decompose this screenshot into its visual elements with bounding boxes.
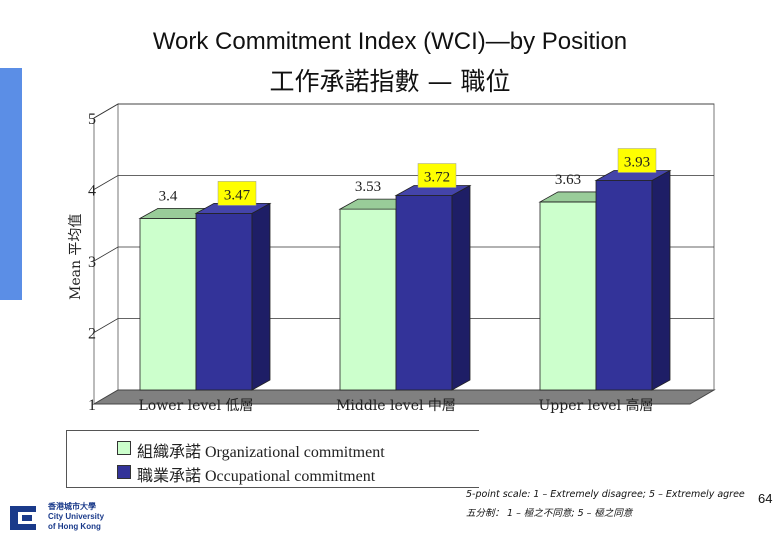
bar xyxy=(395,195,453,391)
bar xyxy=(139,217,197,391)
legend-swatch-organizational xyxy=(117,441,131,455)
data-label: 3.63 xyxy=(555,172,581,188)
legend-label-occupational: 職業承諾 Occupational commitment xyxy=(137,468,376,485)
gridline xyxy=(93,246,714,262)
legend-item-organizational: 組織承諾 Organizational commitment xyxy=(117,438,385,462)
university-name-line2: of Hong Kong xyxy=(48,522,101,531)
data-label: 3.72 xyxy=(424,170,450,186)
data-label: 3.93 xyxy=(624,155,650,171)
bar xyxy=(595,180,653,391)
university-logo: 香港城市大學 City University of Hong Kong xyxy=(6,500,136,538)
y-tick-label: 1 xyxy=(88,397,96,414)
gridline xyxy=(93,175,714,190)
university-name-line1: City University xyxy=(48,512,105,521)
plot-floor xyxy=(92,389,716,405)
legend-swatch-occupational xyxy=(117,465,131,479)
data-label-highlight xyxy=(417,163,457,188)
page-number: 64 xyxy=(758,491,773,506)
data-label: 3.47 xyxy=(224,187,251,203)
legend-label-organizational: 組織承諾 Organizational commitment xyxy=(137,444,385,461)
bar-top xyxy=(394,185,472,196)
data-label-highlight xyxy=(617,148,657,173)
y-tick-label: 3 xyxy=(88,254,96,271)
data-label: 3.53 xyxy=(355,179,381,195)
side-accent-bar xyxy=(0,68,22,300)
bar-top xyxy=(194,202,272,214)
y-tick-label: 5 xyxy=(88,111,96,128)
y-axis-label: Mean 平均值 xyxy=(68,214,84,300)
chart-title: Work Commitment Index (WCI)—by Position xyxy=(152,28,628,55)
scale-note-chinese: 五分制： 1 – 極之不同意; 5 – 極之同意 xyxy=(466,508,633,519)
bar-side xyxy=(651,169,671,391)
gridline xyxy=(93,103,714,119)
chart-title-chinese: 工作承諾指數 — 職位 xyxy=(269,67,511,96)
scale-note: 5-point scale: 1 – Extremely disagree; 5… xyxy=(466,489,745,500)
bar-top xyxy=(594,170,672,181)
bar xyxy=(195,212,253,391)
bar xyxy=(339,208,397,391)
university-name-chinese: 香港城市大學 xyxy=(48,502,96,511)
y-tick-label: 4 xyxy=(88,183,96,200)
bar-side xyxy=(251,202,271,391)
y-tick-label: 2 xyxy=(88,326,96,343)
bar-side xyxy=(451,184,471,391)
data-label: 3.4 xyxy=(159,188,178,204)
chart-legend: 組織承諾 Organizational commitment 職業承諾 Occu… xyxy=(66,430,479,488)
data-label-highlight xyxy=(217,181,257,206)
university-logo-mark xyxy=(10,506,36,530)
x-tick-label: Lower level 低層 xyxy=(138,398,253,414)
x-tick-label: Middle level 中層 xyxy=(336,398,456,414)
legend-item-occupational: 職業承諾 Occupational commitment xyxy=(117,462,376,486)
university-name: 香港城市大學 City University of Hong Kong xyxy=(48,502,104,532)
gridline xyxy=(93,318,714,333)
x-tick-label: Upper level 高層 xyxy=(538,397,653,414)
bar xyxy=(539,201,597,391)
